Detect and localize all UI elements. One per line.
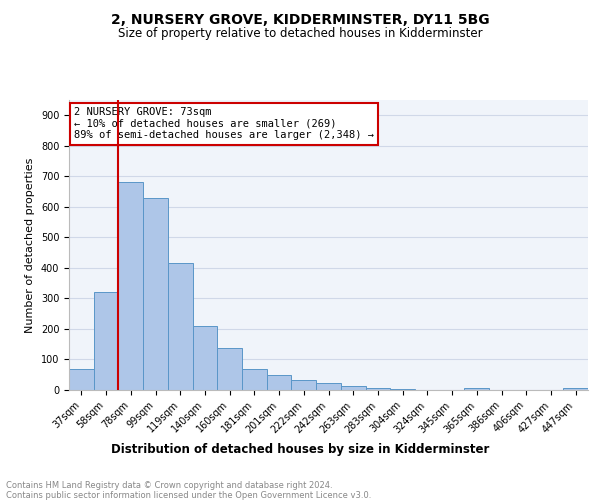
Bar bbox=[464, 388, 489, 390]
Bar bbox=[168, 264, 193, 390]
Bar bbox=[143, 198, 168, 390]
Bar bbox=[118, 182, 143, 390]
Bar bbox=[242, 368, 267, 390]
Y-axis label: Number of detached properties: Number of detached properties bbox=[25, 158, 35, 332]
Bar bbox=[217, 348, 242, 390]
Bar bbox=[267, 376, 292, 390]
Bar bbox=[563, 388, 588, 390]
Bar bbox=[292, 380, 316, 390]
Text: 2 NURSERY GROVE: 73sqm
← 10% of detached houses are smaller (269)
89% of semi-de: 2 NURSERY GROVE: 73sqm ← 10% of detached… bbox=[74, 108, 374, 140]
Bar bbox=[94, 292, 118, 390]
Bar bbox=[341, 386, 365, 390]
Bar bbox=[69, 368, 94, 390]
Bar bbox=[193, 326, 217, 390]
Text: Distribution of detached houses by size in Kidderminster: Distribution of detached houses by size … bbox=[111, 442, 489, 456]
Bar bbox=[365, 388, 390, 390]
Text: Size of property relative to detached houses in Kidderminster: Size of property relative to detached ho… bbox=[118, 28, 482, 40]
Text: Contains HM Land Registry data © Crown copyright and database right 2024.
Contai: Contains HM Land Registry data © Crown c… bbox=[6, 480, 371, 500]
Text: 2, NURSERY GROVE, KIDDERMINSTER, DY11 5BG: 2, NURSERY GROVE, KIDDERMINSTER, DY11 5B… bbox=[110, 12, 490, 26]
Bar bbox=[316, 384, 341, 390]
